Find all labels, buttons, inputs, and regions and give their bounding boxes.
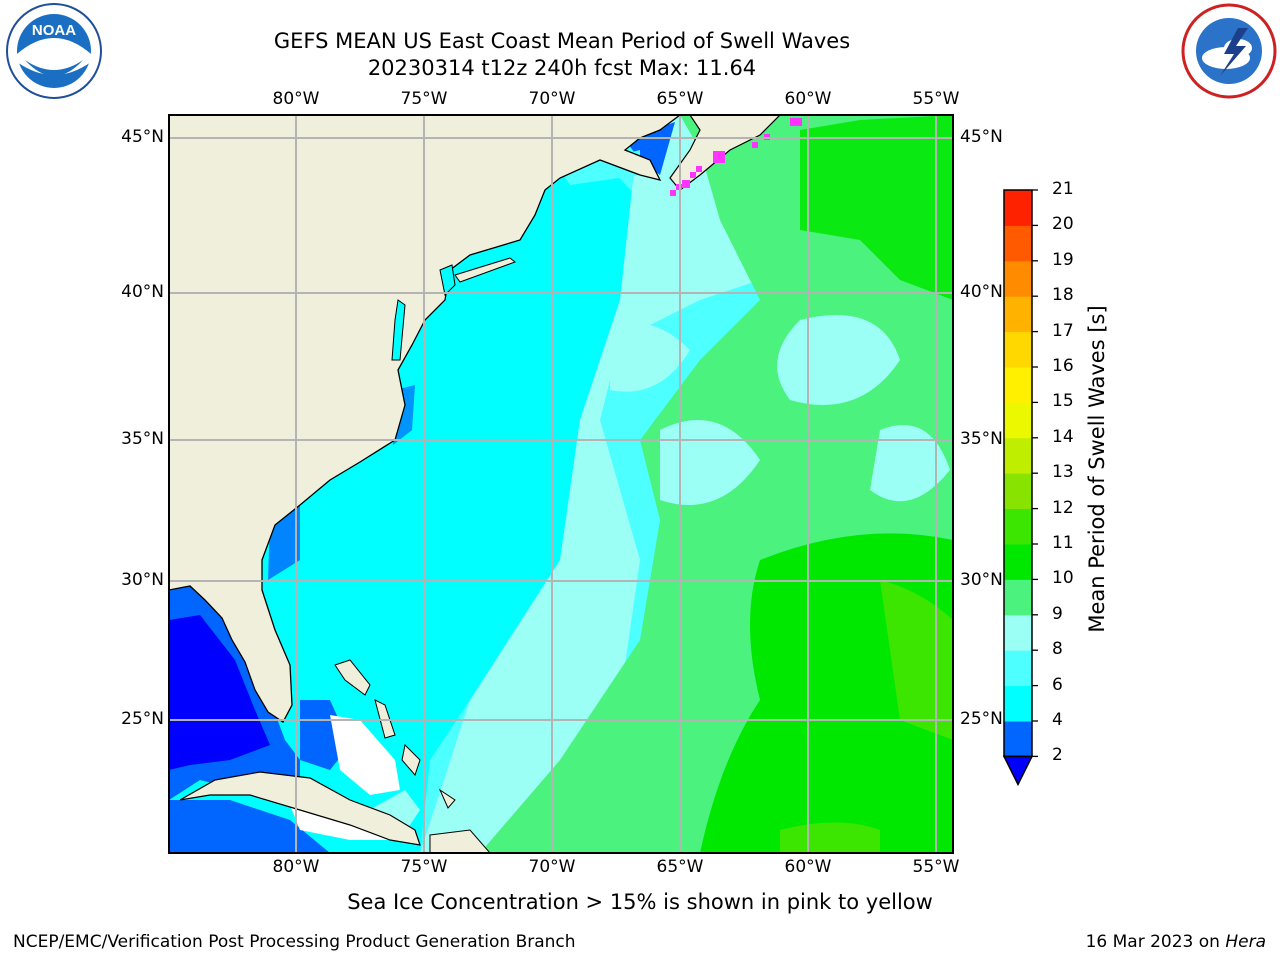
colorbar-tick-label: 13 <box>1052 462 1074 483</box>
colorbar <box>1002 189 1038 787</box>
lat-label-left: 45°N <box>121 127 164 147</box>
colorbar-segment <box>1004 260 1032 297</box>
lat-label-right: 40°N <box>960 282 1003 302</box>
colorbar-segment <box>1004 614 1032 651</box>
lat-label-right: 30°N <box>960 570 1003 590</box>
lat-label-right: 25°N <box>960 709 1003 729</box>
lat-label-right: 45°N <box>960 127 1003 147</box>
colorbar-segment <box>1004 685 1032 722</box>
colorbar-tick-label: 8 <box>1052 639 1063 660</box>
lon-label-top: 75°W <box>400 89 448 109</box>
colorbar-segment <box>1004 508 1032 545</box>
colorbar-label: Mean Period of Swell Waves [s] <box>1085 305 1109 633</box>
noaa-logo-icon: NOAA <box>6 3 102 99</box>
map-title: GEFS MEAN US East Coast Mean Period of S… <box>273 29 851 53</box>
lat-label-left: 40°N <box>121 282 164 302</box>
colorbar-tick-label: 17 <box>1052 320 1074 341</box>
colorbar-tick-label: 14 <box>1052 426 1074 447</box>
lon-label-top: 65°W <box>656 89 704 109</box>
colorbar-segment <box>1004 225 1032 262</box>
colorbar-tick-label: 9 <box>1052 603 1063 624</box>
colorbar-segment <box>1004 721 1032 757</box>
colorbar-tick-label: 20 <box>1052 214 1074 235</box>
map-frame <box>168 114 954 854</box>
lon-label-bottom: 60°W <box>784 857 832 877</box>
lat-label-right: 35°N <box>960 429 1003 449</box>
colorbar-segment <box>1004 579 1032 616</box>
colorbar-segment <box>1004 544 1032 580</box>
lat-label-left: 30°N <box>121 570 164 590</box>
colorbar-tick-label: 4 <box>1052 710 1063 730</box>
map-plot-area <box>169 115 953 853</box>
colorbar-segment <box>1004 402 1032 439</box>
colorbar-tick-label: 11 <box>1052 533 1074 553</box>
lat-label-left: 35°N <box>121 429 164 449</box>
colorbar-tick-label: 18 <box>1052 285 1074 306</box>
colorbar-tick-label: 6 <box>1052 674 1063 695</box>
colorbar-tick-label: 19 <box>1052 249 1074 270</box>
map-subtitle: 20230314 t12z 240h fcst Max: 11.64 <box>367 56 757 80</box>
lon-label-top: 70°W <box>528 89 576 109</box>
national-weather-service-logo-icon <box>1181 3 1277 99</box>
colorbar-segment <box>1004 473 1032 510</box>
footer-date: 16 Mar 2023 on <box>1085 932 1226 952</box>
colorbar-segment <box>1004 331 1032 368</box>
colorbar-tick-label: 2 <box>1052 745 1063 766</box>
colorbar-segment <box>1004 296 1032 333</box>
lon-label-top: 60°W <box>784 89 832 109</box>
lon-label-top: 80°W <box>272 89 320 109</box>
colorbar-segment <box>1004 367 1032 403</box>
colorbar-underflow-arrow <box>1002 755 1034 787</box>
colorbar-tick-label: 16 <box>1052 356 1074 376</box>
colorbar-segment <box>1004 190 1032 226</box>
colorbar-tick-label: 10 <box>1052 568 1074 589</box>
lon-label-bottom: 65°W <box>656 857 704 877</box>
lon-label-bottom: 80°W <box>272 857 320 877</box>
lat-label-left: 25°N <box>121 709 164 729</box>
footer-host: Hera <box>1225 932 1266 952</box>
graticule <box>169 115 953 853</box>
sea-ice-note: Sea Ice Concentration > 15% is shown in … <box>347 890 933 914</box>
colorbar-segment <box>1004 650 1032 687</box>
noaa-logo-text: NOAA <box>32 22 76 39</box>
lon-label-bottom: 70°W <box>528 857 576 877</box>
colorbar-tick-label: 15 <box>1052 391 1074 412</box>
footer-right: 16 Mar 2023 on Hera <box>1086 932 1266 952</box>
colorbar-tick-label: 21 <box>1052 179 1074 199</box>
lon-label-bottom: 55°W <box>912 857 960 877</box>
colorbar-segment <box>1004 437 1032 474</box>
lon-label-bottom: 75°W <box>400 857 448 877</box>
footer-left: NCEP/EMC/Verification Post Processing Pr… <box>13 932 576 952</box>
colorbar-tick-label: 12 <box>1052 497 1074 518</box>
lon-label-top: 55°W <box>912 89 960 109</box>
